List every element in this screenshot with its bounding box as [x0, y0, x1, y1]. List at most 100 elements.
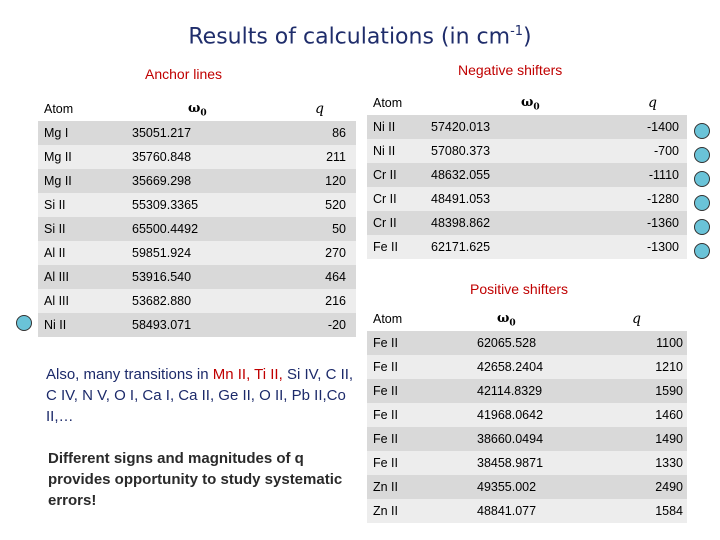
negative-marker-dot-2 — [694, 147, 710, 163]
atom-cell: Fe II — [373, 384, 399, 398]
table-row: Mg I 35051.217 86 — [38, 121, 356, 145]
table-row: Ni II 58493.071 -20 — [38, 313, 356, 337]
header-atom: Atom — [44, 102, 74, 116]
omega-cell: 59851.924 — [132, 246, 192, 260]
atom-cell: Si II — [44, 198, 66, 212]
omega-cell: 38660.0494 — [477, 432, 544, 446]
negative-marker-dot-1 — [694, 123, 710, 139]
table-row: Fe II 42658.2404 1210 — [367, 355, 687, 379]
table-row: Zn II 49355.002 2490 — [367, 475, 687, 499]
table-row: Cr II 48398.862 -1360 — [367, 211, 687, 235]
atom-cell: Zn II — [373, 480, 399, 494]
omega-cell: 48632.055 — [431, 168, 491, 182]
omega-cell: 35051.217 — [132, 126, 192, 140]
table-row: Mg II 35669.298 120 — [38, 169, 356, 193]
negative-marker-dot-3 — [694, 171, 710, 187]
q-cell: 211 — [326, 150, 346, 164]
table-row: Fe II 41968.0642 1460 — [367, 403, 687, 427]
header-atom: Atom — [373, 312, 403, 326]
atom-cell: Ni II — [373, 144, 396, 158]
table-row: Zn II 48841.077 1584 — [367, 499, 687, 523]
table-header: Atom ω0 q — [367, 91, 687, 115]
q-cell: 1490 — [655, 432, 683, 446]
header-q: q — [315, 101, 324, 117]
atom-cell: Ni II — [44, 318, 67, 332]
atom-cell: Mg II — [44, 174, 72, 188]
omega-cell: 55309.3365 — [132, 198, 199, 212]
page-title: Results of calculations (in cm-1) — [188, 24, 532, 50]
omega-cell: 57080.373 — [431, 144, 491, 158]
negative-marker-dot-5 — [694, 219, 710, 235]
q-cell: 1590 — [655, 384, 683, 398]
q-cell: 520 — [325, 198, 346, 212]
q-cell: -1110 — [648, 168, 679, 182]
omega-cell: 41968.0642 — [477, 408, 544, 422]
omega-cell: 62065.528 — [477, 336, 537, 350]
table-row: Si II 55309.3365 520 — [38, 193, 356, 217]
omega-cell: 57420.013 — [431, 120, 491, 134]
table-row: Cr II 48491.053 -1280 — [367, 187, 687, 211]
atom-cell: Cr II — [373, 168, 397, 182]
table-row: Fe II 62065.528 1100 — [367, 331, 687, 355]
q-cell: -1360 — [647, 216, 679, 230]
atom-cell: Al III — [44, 270, 70, 284]
omega-cell: 53916.540 — [132, 270, 192, 284]
table-row: Fe II 62171.625 -1300 — [367, 235, 687, 259]
atom-cell: Si II — [44, 222, 66, 236]
table-header: Atom ω0 q — [38, 97, 356, 121]
atom-cell: Al II — [44, 246, 66, 260]
atom-cell: Cr II — [373, 216, 397, 230]
q-cell: 86 — [332, 126, 346, 140]
q-cell: 50 — [332, 222, 346, 236]
q-cell: -1300 — [647, 240, 679, 254]
atom-cell: Fe II — [373, 336, 399, 350]
q-cell: 2490 — [655, 480, 683, 494]
q-cell: -700 — [653, 144, 679, 158]
omega-cell: 53682.880 — [132, 294, 192, 308]
additional-transitions-note: Also, many transitions in Mn II, Ti II, … — [46, 366, 354, 425]
negative-marker-dot-6 — [694, 243, 710, 259]
omega-cell: 38458.9871 — [477, 456, 544, 470]
atom-cell: Fe II — [373, 360, 399, 374]
omega-cell: 65500.4492 — [132, 222, 199, 236]
positive-shifters-title: Positive shifters — [470, 281, 569, 297]
atom-cell: Mg II — [44, 150, 72, 164]
table-row: Si II 65500.4492 50 — [38, 217, 356, 241]
negative-shifters-title: Negative shifters — [458, 62, 563, 78]
anchor-marker-dot — [16, 315, 32, 331]
table-row: Cr II 48632.055 -1110 — [367, 163, 687, 187]
omega-cell: 35760.848 — [132, 150, 192, 164]
header-atom: Atom — [373, 96, 403, 110]
header-omega: ω0 — [521, 95, 540, 113]
q-cell: 1100 — [656, 336, 683, 350]
header-omega: ω0 — [497, 311, 516, 329]
table-row: Fe II 42114.8329 1590 — [367, 379, 687, 403]
header-q: q — [632, 311, 641, 327]
negative-marker-dot-4 — [694, 195, 710, 211]
table-row: Al III 53682.880 216 — [38, 289, 356, 313]
anchor-lines-title: Anchor lines — [145, 66, 223, 82]
omega-cell: 49355.002 — [477, 480, 537, 494]
q-cell: -1280 — [647, 192, 679, 206]
atom-cell: Ni II — [373, 120, 396, 134]
table-row: Fe II 38458.9871 1330 — [367, 451, 687, 475]
systematic-errors-note: Different signs and magnitudes of q prov… — [48, 450, 343, 509]
q-cell: 216 — [325, 294, 346, 308]
atom-cell: Al III — [44, 294, 70, 308]
omega-cell: 58493.071 — [132, 318, 192, 332]
atom-cell: Mg I — [44, 126, 69, 140]
q-cell: -20 — [327, 318, 346, 332]
atom-cell: Zn II — [373, 504, 399, 518]
q-cell: 1460 — [655, 408, 683, 422]
table-row: Mg II 35760.848 211 — [38, 145, 356, 169]
q-cell: 1584 — [655, 504, 683, 518]
q-cell: -1400 — [647, 120, 679, 134]
atom-cell: Fe II — [373, 432, 399, 446]
header-q: q — [648, 95, 657, 111]
omega-cell: 35669.298 — [132, 174, 192, 188]
omega-cell: 48841.077 — [477, 504, 537, 518]
table-row: Al III 53916.540 464 — [38, 265, 356, 289]
q-cell: 270 — [325, 246, 346, 260]
omega-cell: 42658.2404 — [477, 360, 544, 374]
header-omega: ω0 — [188, 101, 207, 119]
